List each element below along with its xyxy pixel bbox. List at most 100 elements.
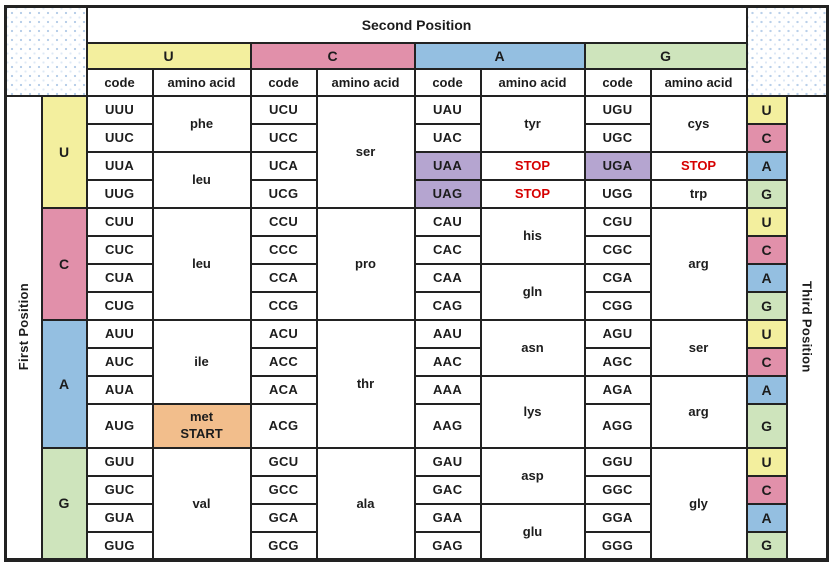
codon-cell: AGA bbox=[583, 374, 652, 405]
codon-cell: GGU bbox=[583, 446, 652, 477]
second-position-header-g: G bbox=[583, 41, 748, 70]
codon-cell: AUA bbox=[85, 374, 154, 405]
third-position-letter: C bbox=[745, 346, 788, 377]
codon-cell: GAG bbox=[413, 530, 482, 561]
codon-cell: CUU bbox=[85, 206, 154, 237]
third-position-letter: C bbox=[745, 474, 788, 505]
corner-cell-top-left bbox=[4, 5, 88, 97]
codon-cell: GCG bbox=[249, 530, 318, 561]
amino-acid-cell: thr bbox=[315, 318, 416, 449]
amino-acid-cell: leu bbox=[151, 150, 252, 209]
codon-cell: UAU bbox=[413, 94, 482, 125]
amino-acid-header: amino acid bbox=[479, 67, 586, 97]
codon-cell: GAA bbox=[413, 502, 482, 533]
codon-cell: AUG bbox=[85, 402, 154, 449]
codon-cell: CGC bbox=[583, 234, 652, 265]
third-position-letter: U bbox=[745, 94, 788, 125]
amino-acid-cell: val bbox=[151, 446, 252, 561]
codon-cell: GGG bbox=[583, 530, 652, 561]
codon-cell: CAU bbox=[413, 206, 482, 237]
amino-acid-cell: tyr bbox=[479, 94, 586, 153]
codon-cell: AGG bbox=[583, 402, 652, 449]
code-header: code bbox=[583, 67, 652, 97]
codon-table: Second Position U C A G code amino acid … bbox=[4, 5, 830, 562]
codon-cell: CGA bbox=[583, 262, 652, 293]
third-position-letter: G bbox=[745, 530, 788, 561]
codon-cell: GCA bbox=[249, 502, 318, 533]
amino-acid-cell: asp bbox=[479, 446, 586, 505]
stop-codon-cell: UAA bbox=[413, 150, 482, 181]
codon-cell: GUU bbox=[85, 446, 154, 477]
amino-acid-cell: pro bbox=[315, 206, 416, 321]
amino-acid-cell: gln bbox=[479, 262, 586, 321]
codon-cell: ACA bbox=[249, 374, 318, 405]
code-header: code bbox=[413, 67, 482, 97]
codon-cell: ACU bbox=[249, 318, 318, 349]
codon-cell: AUC bbox=[85, 346, 154, 377]
third-position-letter: C bbox=[745, 234, 788, 265]
amino-acid-header: amino acid bbox=[315, 67, 416, 97]
codon-cell: GGA bbox=[583, 502, 652, 533]
amino-acid-cell: arg bbox=[649, 206, 748, 321]
codon-cell: CUG bbox=[85, 290, 154, 321]
codon-cell: UAC bbox=[413, 122, 482, 153]
codon-cell: GGC bbox=[583, 474, 652, 505]
third-position-letter: A bbox=[745, 374, 788, 405]
amino-acid-cell: gly bbox=[649, 446, 748, 561]
first-position-label: First Position bbox=[4, 94, 43, 561]
amino-acid-header: amino acid bbox=[151, 67, 252, 97]
codon-cell: GUG bbox=[85, 530, 154, 561]
codon-cell: ACC bbox=[249, 346, 318, 377]
amino-acid-header: amino acid bbox=[649, 67, 748, 97]
codon-cell: AAU bbox=[413, 318, 482, 349]
codon-cell: CAA bbox=[413, 262, 482, 293]
codon-cell: GUC bbox=[85, 474, 154, 505]
third-position-letter: G bbox=[745, 290, 788, 321]
codon-cell: UCU bbox=[249, 94, 318, 125]
amino-acid-cell: glu bbox=[479, 502, 586, 561]
codon-cell: UCA bbox=[249, 150, 318, 181]
second-position-header-c: C bbox=[249, 41, 416, 70]
met-start-cell: met START bbox=[151, 402, 252, 449]
first-position-letter-a: A bbox=[40, 318, 88, 449]
codon-cell: UCG bbox=[249, 178, 318, 209]
codon-cell: CGU bbox=[583, 206, 652, 237]
codon-cell: CCA bbox=[249, 262, 318, 293]
third-position-label: Third Position bbox=[785, 94, 829, 561]
met-label: met bbox=[189, 409, 214, 425]
first-position-letter-u: U bbox=[40, 94, 88, 209]
stop-codon-cell: UAG bbox=[413, 178, 482, 209]
third-position-letter: G bbox=[745, 178, 788, 209]
codon-cell: GAU bbox=[413, 446, 482, 477]
code-header: code bbox=[85, 67, 154, 97]
codon-cell: CGG bbox=[583, 290, 652, 321]
third-position-letter: A bbox=[745, 150, 788, 181]
codon-cell: GCU bbox=[249, 446, 318, 477]
codon-cell: UCC bbox=[249, 122, 318, 153]
codon-cell: UUG bbox=[85, 178, 154, 209]
third-position-letter: C bbox=[745, 122, 788, 153]
stop-amino-cell: STOP bbox=[479, 178, 586, 209]
codon-cell: GCC bbox=[249, 474, 318, 505]
amino-acid-cell: trp bbox=[649, 178, 748, 209]
codon-cell: GUA bbox=[85, 502, 154, 533]
second-position-header-u: U bbox=[85, 41, 252, 70]
amino-acid-cell: arg bbox=[649, 374, 748, 449]
codon-cell: AGU bbox=[583, 318, 652, 349]
amino-acid-cell: asn bbox=[479, 318, 586, 377]
codon-cell: CAC bbox=[413, 234, 482, 265]
codon-cell: UUC bbox=[85, 122, 154, 153]
amino-acid-cell: phe bbox=[151, 94, 252, 153]
codon-cell: ACG bbox=[249, 402, 318, 449]
amino-acid-cell: cys bbox=[649, 94, 748, 153]
codon-cell: CCG bbox=[249, 290, 318, 321]
codon-cell: CCC bbox=[249, 234, 318, 265]
amino-acid-cell: his bbox=[479, 206, 586, 265]
third-position-letter: A bbox=[745, 262, 788, 293]
third-position-letter: U bbox=[745, 446, 788, 477]
codon-cell: CAG bbox=[413, 290, 482, 321]
codon-cell: UUU bbox=[85, 94, 154, 125]
third-position-letter: A bbox=[745, 502, 788, 533]
third-position-letter: U bbox=[745, 318, 788, 349]
codon-cell: AGC bbox=[583, 346, 652, 377]
